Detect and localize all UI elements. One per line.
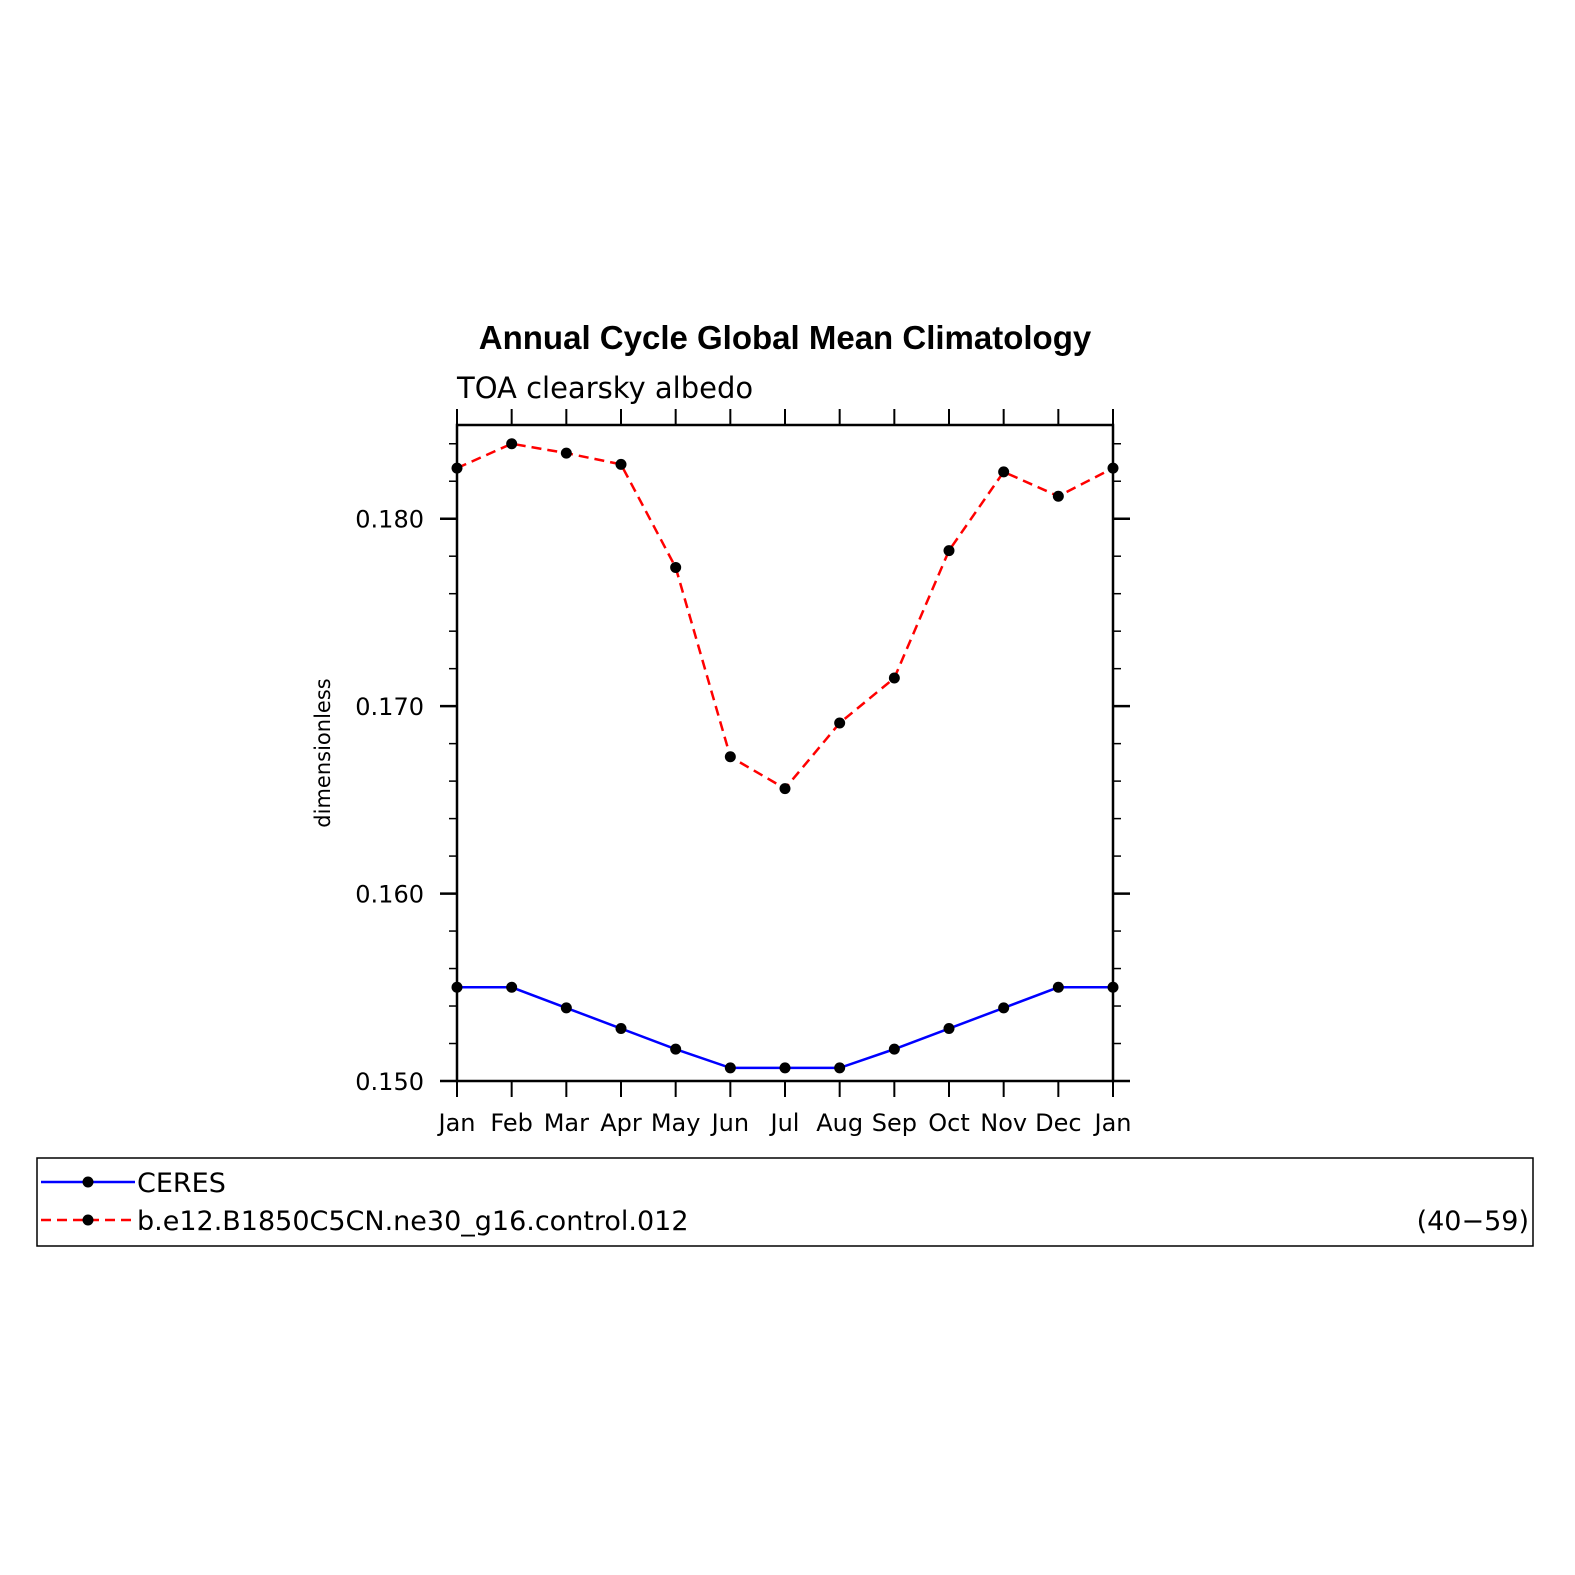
- y-axis-label: dimensionless: [311, 678, 335, 827]
- series-layer: [451, 438, 1119, 1074]
- data-point-series-0: [1052, 981, 1064, 993]
- series-line-0: [457, 986, 1113, 1070]
- data-point-series-1: [724, 751, 736, 763]
- legend-label-ceres: CERES: [137, 1168, 226, 1199]
- legend-years: (40−59): [1417, 1206, 1529, 1237]
- data-point-series-0: [724, 1062, 736, 1074]
- data-point-series-0: [943, 1023, 955, 1035]
- data-point-series-0: [834, 1062, 846, 1074]
- x-tick-label: Jan: [1093, 1109, 1132, 1137]
- legend-marker-ceres: [82, 1176, 94, 1188]
- x-tick-label: Aug: [816, 1109, 863, 1137]
- x-tick-label: May: [651, 1109, 701, 1137]
- x-tick-label: Jan: [437, 1109, 476, 1137]
- data-point-series-1: [506, 438, 518, 450]
- y-tick-label: 0.150: [355, 1068, 424, 1096]
- data-point-series-1: [615, 458, 627, 470]
- chart-subtitle: TOA clearsky albedo: [456, 371, 753, 405]
- x-tick-label: Apr: [600, 1109, 642, 1137]
- data-point-series-1: [888, 672, 900, 684]
- chart-title: Annual Cycle Global Mean Climatology: [479, 319, 1092, 356]
- x-tick-label: Jul: [769, 1109, 800, 1137]
- x-tick-label: Dec: [1035, 1109, 1081, 1137]
- legend-box: [36, 1157, 1534, 1247]
- data-point-series-0: [670, 1043, 682, 1055]
- plot-frame: [455, 423, 1115, 1083]
- data-point-series-1: [998, 466, 1010, 478]
- x-tick-label: Sep: [872, 1109, 917, 1137]
- x-tick-label: Feb: [490, 1109, 533, 1137]
- x-tick-label: Oct: [928, 1109, 970, 1137]
- legend-label-model: b.e12.B1850C5CN.ne30_g16.control.012: [137, 1206, 689, 1237]
- data-point-series-1: [1052, 490, 1064, 502]
- x-tick-label: Mar: [544, 1109, 589, 1137]
- y-tick-label: 0.170: [355, 693, 424, 721]
- data-point-series-1: [670, 561, 682, 573]
- data-point-series-0: [615, 1023, 627, 1035]
- axis-ticks: Jan Feb Mar Apr May Jun Jul Aug Sep Oct Nov Dec Jan 0…: [355, 409, 1132, 1137]
- data-point-series-0: [779, 1062, 791, 1074]
- data-point-series-0: [560, 1002, 572, 1014]
- data-point-series-1: [834, 717, 846, 729]
- data-point-series-1: [560, 447, 572, 459]
- x-tick-label: Jun: [710, 1109, 750, 1137]
- data-point-series-0: [998, 1002, 1010, 1014]
- series-line-1: [456, 442, 1114, 791]
- legend: CERES b.e12.B1850C5CN.ne30_g16.control.0…: [36, 1157, 1534, 1247]
- y-tick-label: 0.160: [355, 881, 424, 909]
- y-tick-label: 0.180: [355, 506, 424, 534]
- data-point-series-0: [506, 981, 518, 993]
- data-point-series-1: [943, 545, 955, 557]
- x-tick-label: Nov: [980, 1109, 1027, 1137]
- legend-marker-model: [82, 1214, 94, 1226]
- data-point-series-0: [888, 1043, 900, 1055]
- data-point-series-1: [779, 783, 791, 795]
